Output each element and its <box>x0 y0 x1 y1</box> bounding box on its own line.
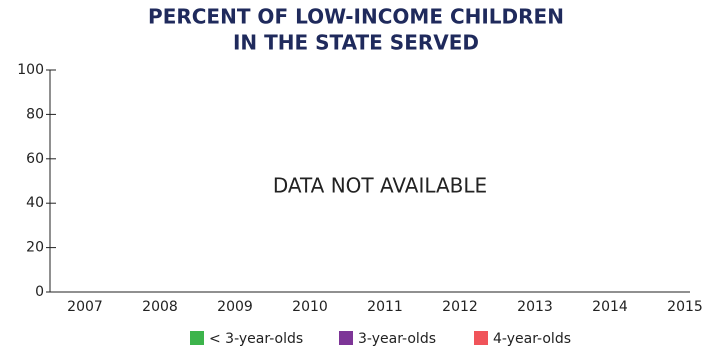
x-tick-label: 2014 <box>592 299 628 315</box>
x-tick-label: 2012 <box>442 299 478 315</box>
legend-swatch <box>190 331 204 345</box>
legend-label: < 3-year-olds <box>209 331 303 347</box>
legend-swatch <box>339 331 353 345</box>
x-tick-label: 2011 <box>367 299 403 315</box>
chart-title: PERCENT OF LOW-INCOME CHILDREN <box>148 5 564 29</box>
y-tick-label: 80 <box>26 106 44 122</box>
x-tick-label: 2013 <box>517 299 553 315</box>
legend-label: 4-year-olds <box>493 331 571 347</box>
y-tick-label: 60 <box>26 151 44 167</box>
y-tick-label: 20 <box>26 240 44 256</box>
y-tick-label: 40 <box>26 195 44 211</box>
x-tick-label: 2010 <box>292 299 328 315</box>
x-tick-label: 2015 <box>667 299 703 315</box>
x-tick-label: 2009 <box>217 299 253 315</box>
y-tick-label: 100 <box>17 62 44 78</box>
x-tick-label: 2008 <box>142 299 178 315</box>
legend-label: 3-year-olds <box>358 331 436 347</box>
x-tick-label: 2007 <box>67 299 103 315</box>
legend-swatch <box>474 331 488 345</box>
annotation: DATA NOT AVAILABLE <box>273 174 487 198</box>
y-tick-label: 0 <box>35 284 44 300</box>
chart-subtitle: IN THE STATE SERVED <box>233 31 479 55</box>
